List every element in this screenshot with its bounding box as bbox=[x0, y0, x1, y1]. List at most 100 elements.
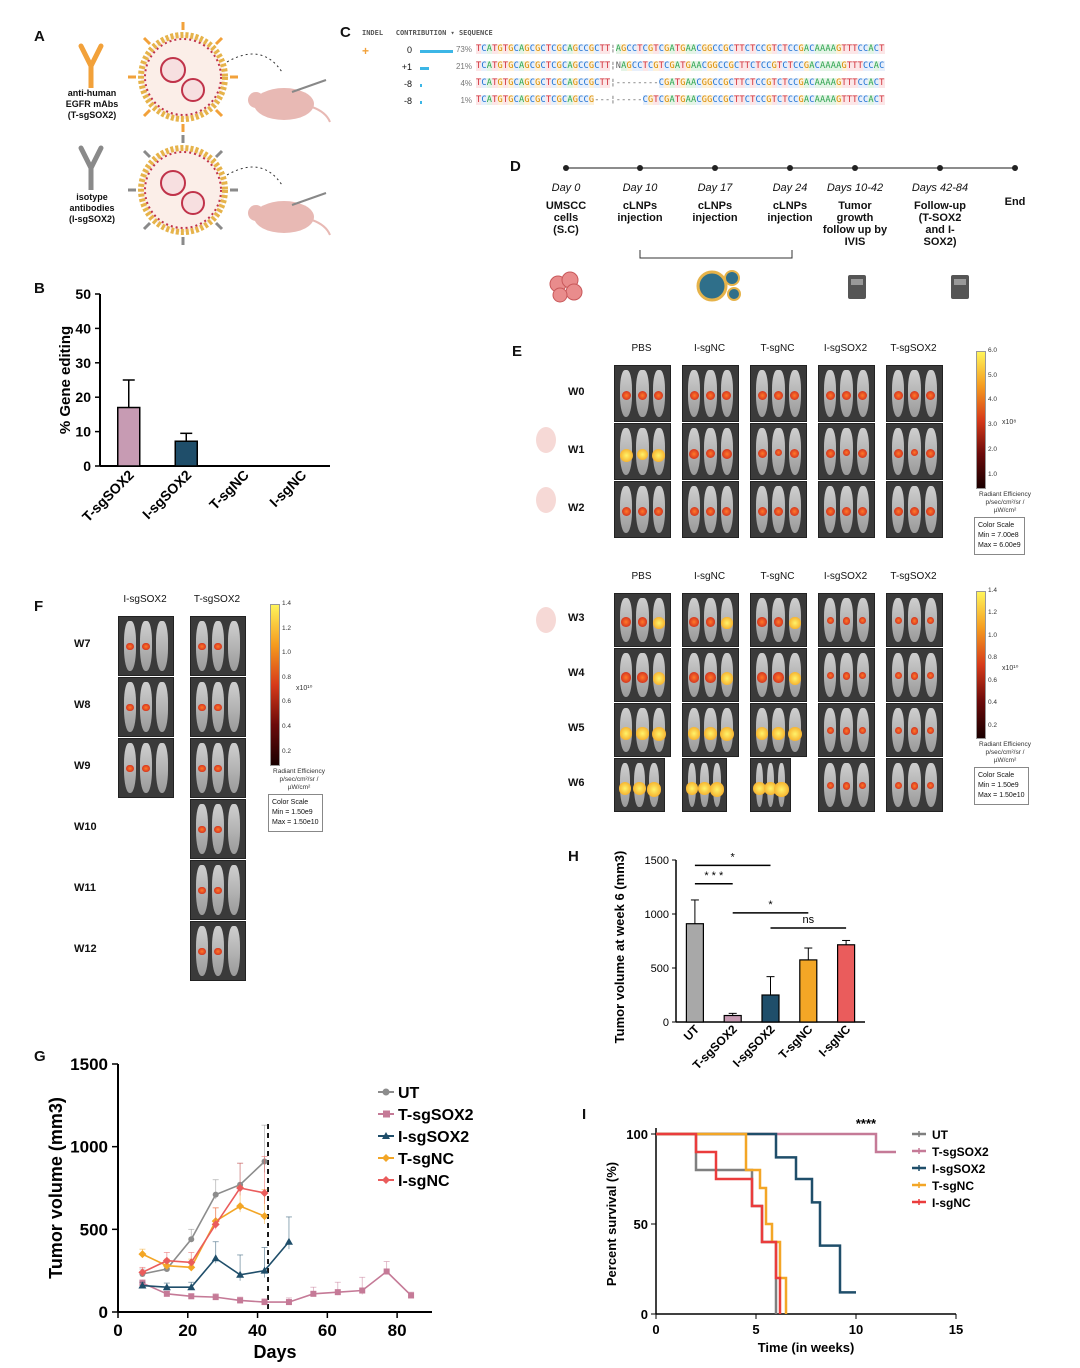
g-ytick-label: 1500 bbox=[70, 1055, 108, 1074]
ivis-image bbox=[614, 703, 671, 757]
b-category-label: T-sgSOX2 bbox=[79, 467, 137, 525]
ivis-image bbox=[190, 738, 246, 798]
g-point bbox=[162, 1261, 171, 1270]
tumor-signal bbox=[842, 448, 851, 457]
tumor-signal bbox=[638, 506, 647, 516]
g-point bbox=[260, 1212, 269, 1221]
week-label: W7 bbox=[74, 638, 91, 650]
timeline-item: Day 0 UMSCC cells (S.C) bbox=[524, 182, 608, 236]
tumor-signal bbox=[214, 704, 222, 712]
ivis-image bbox=[614, 481, 671, 538]
tumor-signal bbox=[706, 390, 715, 400]
isotype-antibody-icon bbox=[78, 145, 104, 190]
ivis-image bbox=[886, 703, 943, 757]
tumor-signal bbox=[214, 643, 222, 651]
timeline-event-line: cLNPs bbox=[697, 200, 733, 212]
timeline-item: Day 10 cLNPs injection bbox=[598, 182, 682, 224]
tumor-signal bbox=[620, 672, 632, 683]
tumor-signal bbox=[790, 390, 800, 400]
survival-chart: 0 50 100 0 5 10 15 Time (in weeks) Percent survi… bbox=[604, 1116, 989, 1355]
tumor-signal bbox=[859, 727, 867, 735]
timeline-event-line: SOX2) bbox=[923, 236, 957, 248]
ivis-image bbox=[750, 758, 791, 812]
g-point bbox=[162, 1283, 171, 1291]
g-series-line bbox=[142, 1270, 412, 1303]
g-point bbox=[237, 1297, 244, 1304]
ivis-image bbox=[750, 703, 807, 757]
timeline-day: Day 17 bbox=[697, 182, 733, 194]
g-point bbox=[383, 1268, 390, 1275]
targeted-lnp-illustration bbox=[128, 22, 238, 132]
timeline-event-line: cLNPs bbox=[622, 200, 658, 212]
timeline-event-line: (S.C) bbox=[553, 224, 579, 236]
tumor-signal bbox=[198, 704, 206, 712]
tumor-signal bbox=[910, 617, 919, 625]
i-xlabel: Time (in weeks) bbox=[758, 1340, 855, 1355]
panel-g-label: G bbox=[34, 1048, 46, 1065]
tumor-signal bbox=[772, 727, 785, 740]
ivis-image bbox=[682, 648, 739, 702]
g-legend-marker bbox=[383, 1110, 390, 1118]
ivis-image bbox=[750, 648, 807, 702]
i-ytick-label: 0 bbox=[641, 1307, 648, 1322]
a-line1-1: EGFR mAbs bbox=[65, 99, 119, 109]
timeline-event-line: follow up by bbox=[822, 224, 888, 236]
tumor-signal bbox=[636, 727, 649, 740]
color-scale-exponent: x10¹⁰ bbox=[296, 685, 313, 692]
color-scale-legend-line: Min = 7.00e8 bbox=[978, 532, 1019, 539]
g-legend-marker bbox=[382, 1088, 390, 1096]
lnp-icon bbox=[696, 270, 741, 302]
i-survival-curve bbox=[656, 1132, 788, 1314]
tumor-signal bbox=[721, 448, 733, 460]
color-scale-title: Radiant Efficiency p/sec/cm²/sr / µW/cm² bbox=[974, 491, 1036, 515]
panel-c: C INDEL CONTRIBUTION ▾ SEQUENCE + 0 73% TC… bbox=[340, 20, 1070, 120]
color-scale-legend-box: Color Scale Min = 1.50e9 Max = 1.50e10 bbox=[974, 767, 1029, 805]
week-label: W1 bbox=[568, 443, 585, 456]
h-ytick-label: 500 bbox=[651, 963, 669, 975]
i-legend-label: I-sgSOX2 bbox=[932, 1162, 986, 1176]
timeline-event-line: cLNPs bbox=[772, 200, 808, 212]
panel-a-label: A bbox=[34, 28, 45, 45]
tumor-signal bbox=[826, 672, 834, 680]
timeline-event-line: Tumor bbox=[838, 200, 872, 212]
tumor-signal bbox=[633, 782, 646, 795]
color-scale-tick: 0.4 bbox=[282, 723, 292, 731]
g-point bbox=[260, 1188, 269, 1197]
panel-a: A anti-human EGFR mAbs (T-sgSOX2) isotyp… bbox=[0, 0, 340, 260]
color-scale-exponent: x10¹⁰ bbox=[1002, 665, 1019, 672]
tumor-signal bbox=[825, 506, 835, 516]
b-category-label: T-sgNC bbox=[206, 467, 252, 513]
tumor-signal bbox=[894, 782, 902, 790]
a-line1-2: (T-sgSOX2) bbox=[67, 110, 117, 120]
g-point bbox=[211, 1254, 220, 1262]
timeline-day: Days 42-84 bbox=[911, 182, 969, 194]
week-label: W10 bbox=[74, 821, 97, 833]
timeline-day: Days 10-42 bbox=[826, 182, 884, 194]
ivis-image bbox=[886, 593, 943, 647]
tumor-signal bbox=[689, 617, 700, 628]
color-scale-legend-box: Color Scale Min = 1.50e9 Max = 1.50e10 bbox=[268, 794, 323, 832]
tumor-signal bbox=[757, 448, 767, 458]
panel-f-label: F bbox=[34, 598, 44, 615]
color-scale-units: p/sec/cm²/sr / µW/cm² bbox=[985, 499, 1025, 514]
g-xtick-label: 0 bbox=[113, 1321, 122, 1340]
tumor-signal bbox=[620, 727, 633, 740]
g-point bbox=[187, 1258, 196, 1267]
color-scale-units: p/sec/cm²/sr / µW/cm² bbox=[279, 776, 319, 791]
group-label: I-sgNC bbox=[693, 343, 726, 354]
g-xtick-label: 20 bbox=[178, 1321, 197, 1340]
group-label: I-sgSOX2 bbox=[123, 594, 167, 605]
tumor-signal bbox=[893, 390, 903, 400]
tumor-signal bbox=[706, 448, 715, 458]
timeline-event-line: IVIS bbox=[844, 236, 866, 248]
g-legend-marker bbox=[382, 1176, 390, 1184]
tumor-signal bbox=[858, 506, 868, 516]
tumor-signal bbox=[774, 506, 783, 516]
g-point bbox=[162, 1256, 171, 1265]
ivis-image bbox=[682, 758, 727, 812]
group-label: PBS bbox=[631, 571, 652, 582]
color-scale-tick: 3.0 bbox=[988, 421, 998, 429]
ivis-image bbox=[886, 648, 943, 702]
ivis-image bbox=[682, 703, 739, 757]
i-legend-label: T-sgSOX2 bbox=[932, 1145, 989, 1159]
